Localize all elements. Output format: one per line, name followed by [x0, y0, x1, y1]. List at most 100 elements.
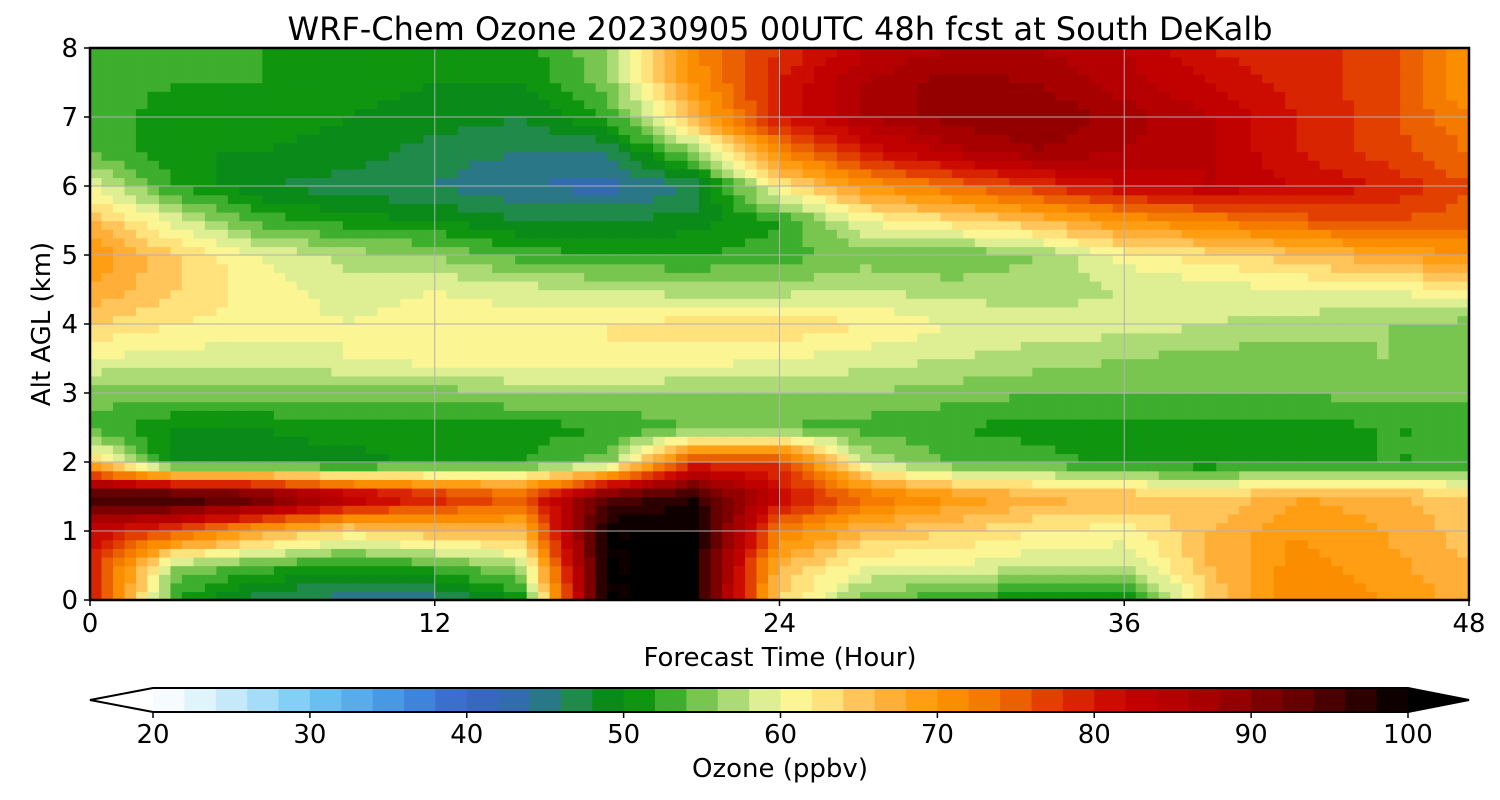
heatmap-cell	[400, 272, 413, 282]
heatmap-cell	[836, 306, 850, 317]
heatmap-cell	[618, 505, 631, 515]
heatmap-cell	[101, 384, 114, 394]
heatmap-cell	[101, 332, 114, 342]
heatmap-cell	[1032, 401, 1045, 411]
heatmap-cell	[836, 298, 850, 308]
heatmap-cell	[607, 358, 620, 368]
heatmap-cell	[1457, 513, 1469, 524]
heatmap-cell	[469, 565, 482, 575]
heatmap-cell	[446, 375, 459, 386]
heatmap-cell	[480, 298, 493, 308]
heatmap-cell	[503, 358, 516, 368]
heatmap-cell	[216, 513, 229, 524]
heatmap-cell	[905, 444, 919, 455]
heatmap-cell	[871, 539, 884, 549]
heatmap-cell	[124, 487, 137, 498]
heatmap-cell	[1434, 289, 1447, 299]
heatmap-cell	[779, 332, 792, 342]
heatmap-cell	[905, 565, 919, 575]
heatmap-cell	[469, 401, 482, 411]
heatmap-cell	[147, 255, 160, 265]
heatmap-cell	[699, 487, 712, 498]
heatmap-cell	[1158, 582, 1171, 593]
heatmap-cell	[1101, 453, 1114, 463]
heatmap-cell	[1135, 349, 1148, 360]
heatmap-cell	[457, 505, 470, 515]
heatmap-cell	[388, 479, 401, 489]
heatmap-cell	[239, 358, 252, 368]
heatmap-cell	[181, 263, 195, 273]
heatmap-cell	[1285, 436, 1298, 446]
heatmap-cell	[1204, 375, 1217, 386]
heatmap-cell	[1181, 324, 1194, 334]
heatmap-cell	[951, 487, 965, 498]
heatmap-cell	[1331, 255, 1344, 265]
heatmap-cell	[446, 298, 459, 308]
heatmap-cell	[733, 246, 746, 256]
heatmap-cell	[905, 393, 919, 403]
heatmap-cell	[158, 324, 172, 334]
heatmap-cell	[446, 591, 459, 600]
heatmap-cell	[664, 246, 677, 256]
heatmap-cell	[790, 427, 804, 437]
heatmap-cell	[273, 289, 287, 299]
heatmap-cell	[262, 522, 275, 532]
heatmap-cell	[1066, 565, 1079, 575]
heatmap-cell	[1411, 272, 1424, 282]
heatmap-cell	[618, 410, 631, 420]
heatmap-cell	[1388, 263, 1401, 273]
heatmap-cell	[492, 436, 505, 446]
heatmap-cell	[296, 375, 310, 386]
heatmap-cell	[722, 556, 735, 567]
heatmap-cell	[1377, 505, 1390, 515]
heatmap-cell	[618, 272, 631, 282]
heatmap-cell	[813, 375, 827, 386]
heatmap-cell	[112, 324, 126, 334]
heatmap-cell	[1457, 496, 1469, 506]
heatmap-cell	[342, 384, 356, 394]
heatmap-cell	[607, 582, 620, 593]
heatmap-cell	[1181, 539, 1194, 549]
heatmap-cell	[1319, 341, 1332, 351]
heatmap-cell	[549, 453, 562, 463]
heatmap-cell	[469, 237, 482, 248]
heatmap-cell	[871, 462, 884, 472]
heatmap-cell	[1147, 401, 1160, 411]
heatmap-cell	[1009, 436, 1022, 446]
heatmap-cell	[423, 393, 436, 403]
heatmap-cell	[1308, 444, 1321, 455]
heatmap-cell	[664, 384, 677, 394]
heatmap-cell	[1193, 444, 1206, 455]
heatmap-cell	[227, 324, 241, 334]
heatmap-cell	[1365, 531, 1378, 541]
heatmap-cell	[515, 453, 528, 463]
heatmap-cell	[653, 332, 666, 342]
heatmap-cell	[101, 591, 114, 600]
heatmap-cell	[285, 375, 298, 386]
heatmap-cell	[124, 263, 137, 273]
heatmap-cell	[377, 410, 390, 420]
heatmap-cell	[745, 237, 758, 248]
heatmap-cell	[1319, 453, 1332, 463]
heatmap-cell	[710, 522, 723, 532]
heatmap-cell	[699, 410, 712, 420]
heatmap-cell	[836, 574, 850, 584]
heatmap-cell	[1066, 487, 1079, 498]
heatmap-cell	[630, 522, 643, 532]
heatmap-cell	[1388, 393, 1401, 403]
heatmap-cell	[342, 289, 356, 299]
heatmap-cell	[917, 349, 930, 360]
heatmap-cell	[457, 539, 470, 549]
heatmap-cell	[124, 462, 137, 472]
heatmap-cell	[1112, 513, 1125, 524]
heatmap-cell	[813, 582, 827, 593]
heatmap-cell	[1112, 556, 1125, 567]
plot-area	[90, 48, 1469, 600]
heatmap-cell	[1365, 591, 1378, 600]
heatmap-cell	[813, 401, 827, 411]
heatmap-cell	[848, 548, 861, 558]
heatmap-cell	[423, 453, 436, 463]
heatmap-cell	[411, 574, 424, 584]
heatmap-cell	[1250, 505, 1263, 515]
heatmap-cell	[90, 393, 103, 403]
